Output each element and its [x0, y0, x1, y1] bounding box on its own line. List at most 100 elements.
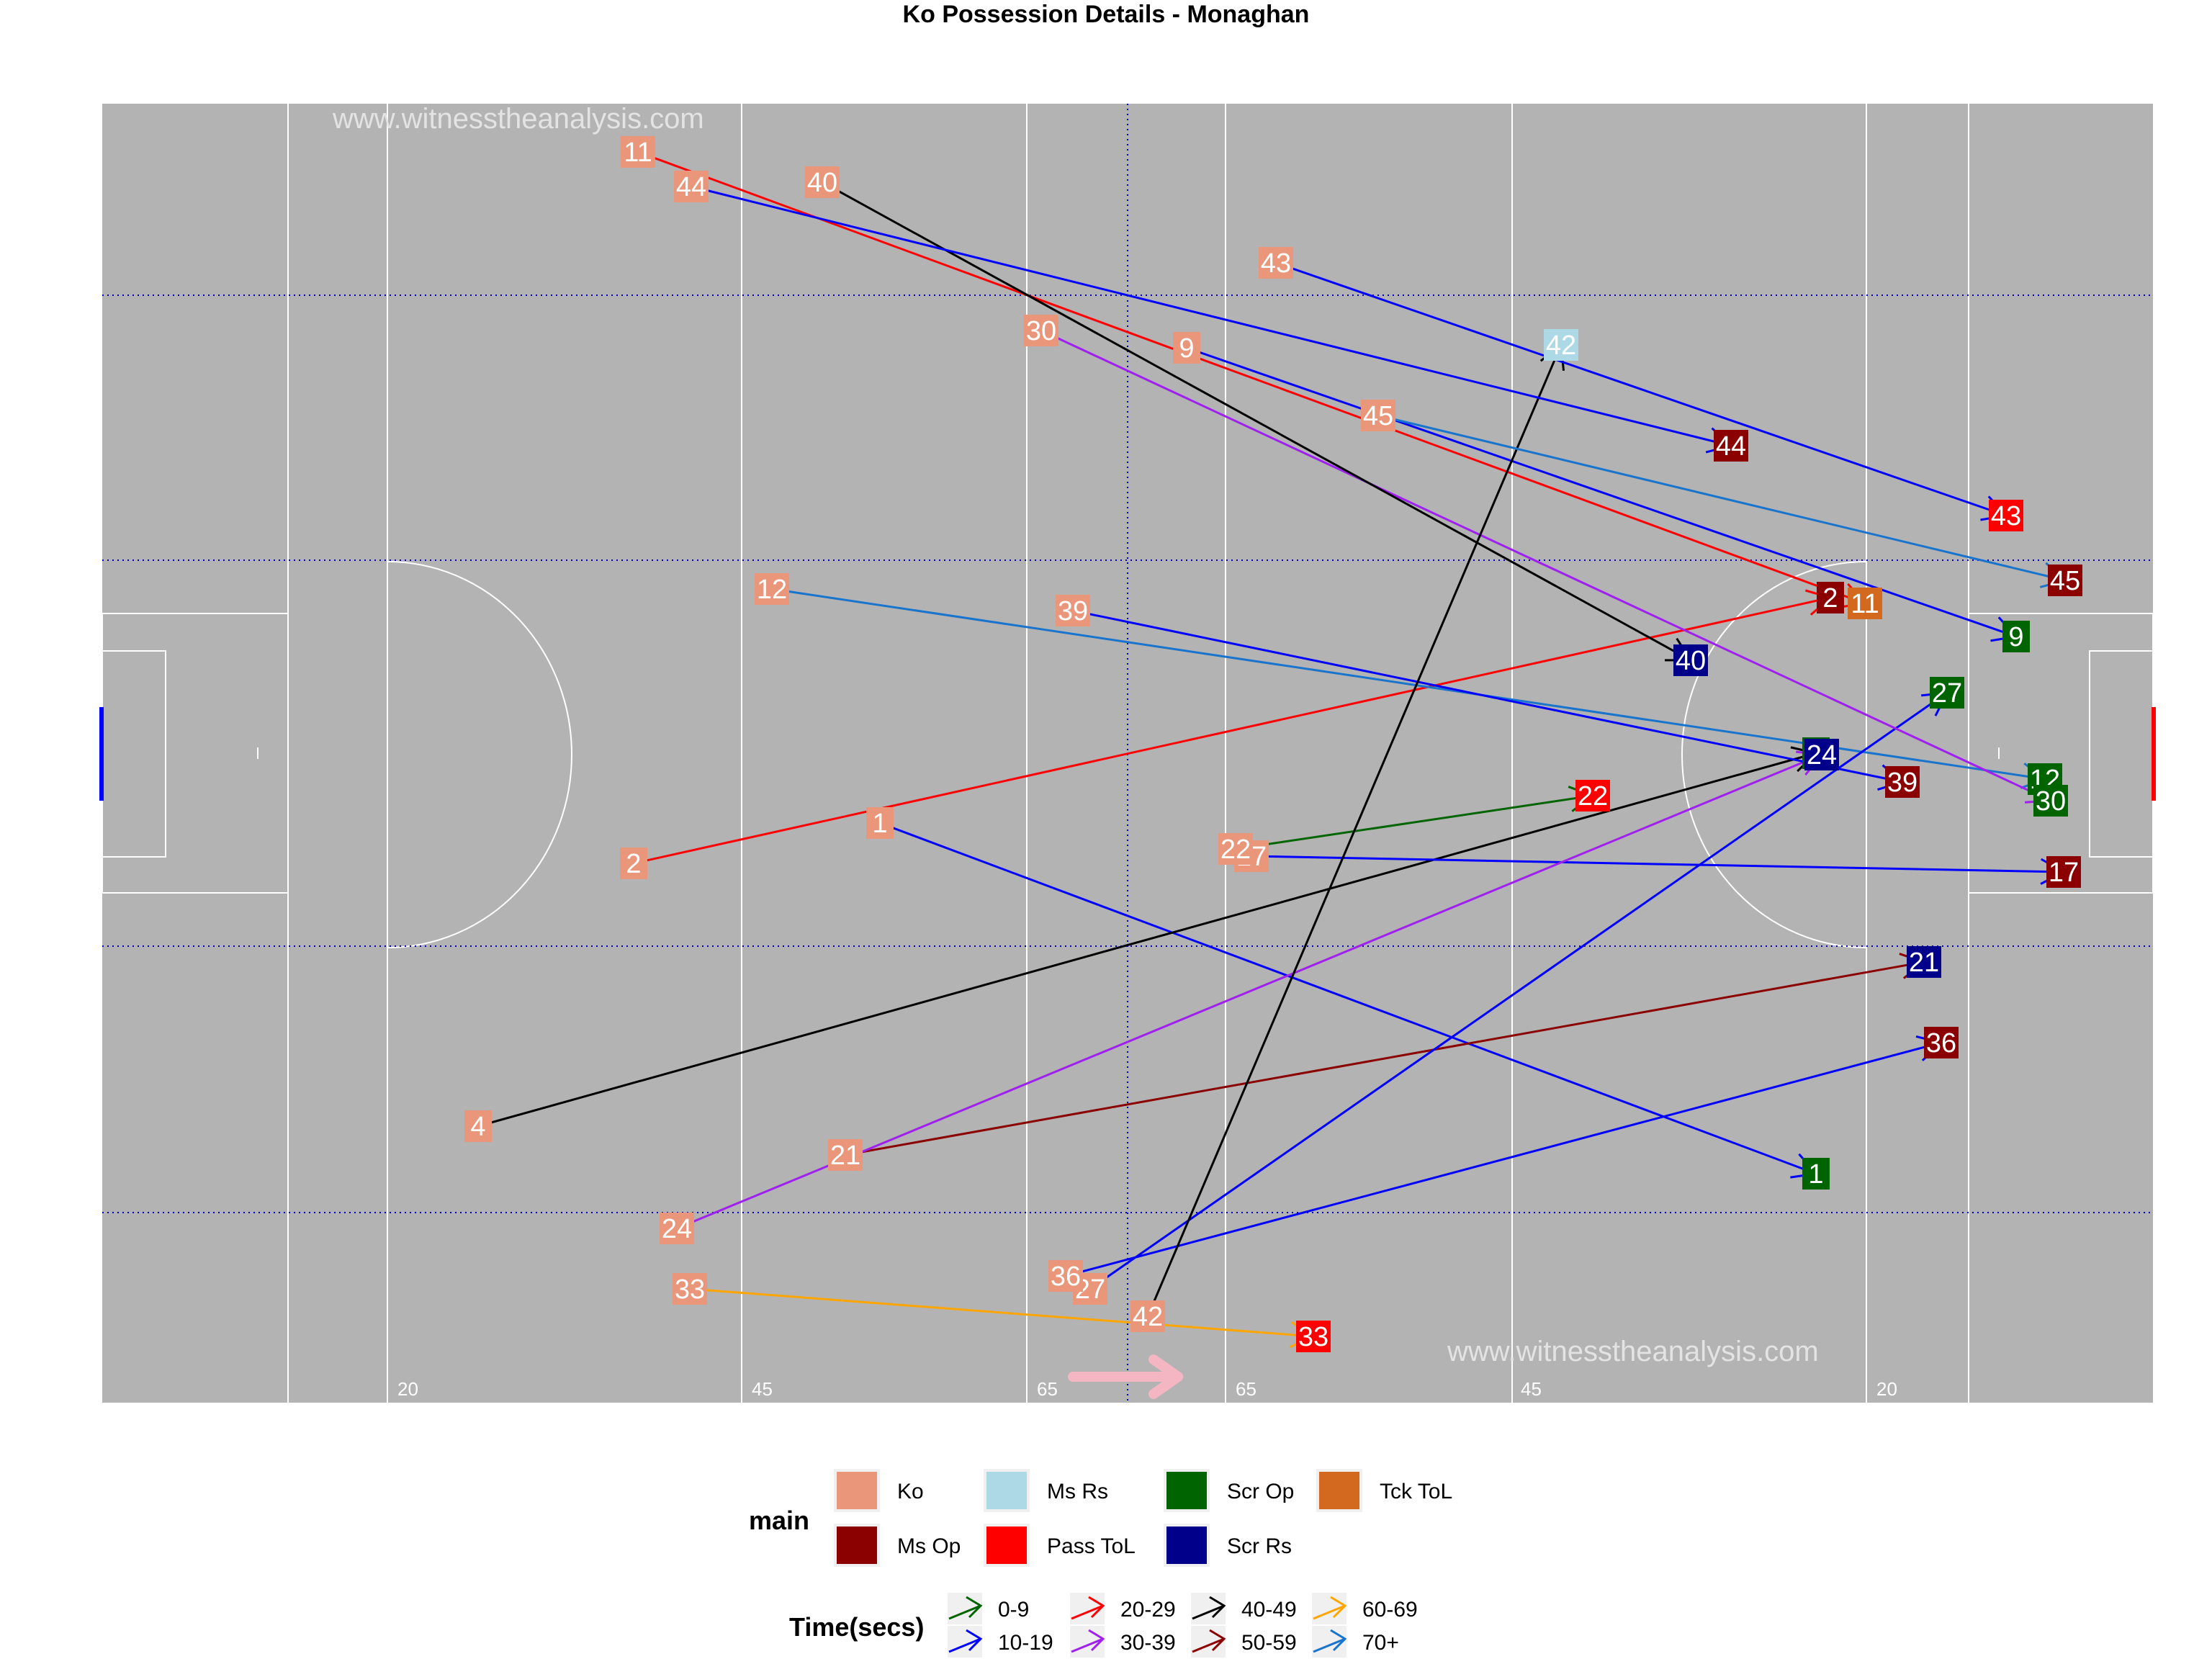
- legend-main-item-scr-op: Scr Op: [1164, 1469, 1294, 1512]
- svg-text:40-49: 40-49: [1241, 1598, 1297, 1622]
- legend-time-item-20-29: 20-29: [1070, 1593, 1176, 1624]
- end-label-17-text: 17: [2049, 858, 2079, 888]
- end-label-9-text: 9: [2008, 622, 2023, 652]
- watermark-bottom: www.witnesstheanalysis.com: [1447, 1336, 1819, 1367]
- start-label-11: 11: [621, 136, 655, 168]
- end-label-27: 27: [1930, 677, 1964, 709]
- end-label-21: 21: [1907, 946, 1941, 978]
- svg-text:20-29: 20-29: [1120, 1598, 1176, 1622]
- start-label-21: 21: [828, 1139, 863, 1171]
- left-goal-marker: [99, 707, 104, 801]
- end-label-45: 45: [2048, 565, 2082, 596]
- svg-text:Ms Op: Ms Op: [897, 1534, 961, 1558]
- legend-main-item-pass-tol: Pass ToL: [984, 1524, 1136, 1567]
- legend-main-item-ko: Ko: [834, 1469, 924, 1512]
- start-label-12: 12: [755, 573, 789, 605]
- svg-text:50-59: 50-59: [1241, 1631, 1297, 1655]
- watermark-top: www.witnesstheanalysis.com: [332, 103, 704, 135]
- start-label-22-text: 22: [1220, 835, 1251, 865]
- start-label-45-text: 45: [1363, 401, 1393, 431]
- legend-time-item-40-49: 40-49: [1191, 1593, 1297, 1624]
- start-label-36: 36: [1048, 1260, 1083, 1292]
- start-label-39: 39: [1056, 595, 1090, 626]
- end-label-39-text: 39: [1887, 768, 1917, 798]
- start-label-45: 45: [1361, 400, 1395, 431]
- chart-title: Ko Possession Details - Monaghan: [902, 1, 1310, 28]
- end-label-36: 36: [1924, 1027, 1959, 1058]
- field-line-label-2: 45: [752, 1378, 773, 1400]
- legend-main-item-ms-rs: Ms Rs: [984, 1469, 1108, 1512]
- legend-main-item-tck-tol: Tck ToL: [1316, 1469, 1452, 1512]
- start-label-1: 1: [866, 807, 894, 839]
- end-label-36-text: 36: [1926, 1028, 1956, 1058]
- end-label-44-text: 44: [1716, 431, 1746, 462]
- end-label-30: 30: [2033, 785, 2068, 817]
- end-label-42: 42: [1544, 329, 1578, 361]
- svg-text:Tck ToL: Tck ToL: [1380, 1480, 1452, 1503]
- start-label-2-text: 2: [626, 849, 641, 879]
- svg-text:Scr Op: Scr Op: [1227, 1480, 1294, 1503]
- start-label-4-text: 4: [470, 1112, 485, 1142]
- field-line-labels: 20 45 65 65 45 20: [397, 1378, 1897, 1400]
- end-label-9: 9: [2002, 621, 2030, 652]
- end-labels: 124911121721222427303336394042434445: [1296, 329, 2082, 1352]
- legend-time: Time(secs) 0-9 10-19 20-29 30-39 40-49 50-59 60…: [789, 1593, 1418, 1658]
- end-label-42-text: 42: [1546, 331, 1576, 361]
- end-label-39: 39: [1885, 766, 1920, 798]
- start-label-2: 2: [620, 848, 647, 879]
- end-label-11-text: 11: [1851, 589, 1879, 619]
- legend-main-item-ms-op: Ms Op: [834, 1524, 961, 1567]
- svg-text:30-39: 30-39: [1120, 1631, 1176, 1655]
- end-label-24-text: 24: [1807, 740, 1837, 770]
- legend-time-item-70plus: 70+: [1312, 1626, 1399, 1658]
- right-goal-marker: [2152, 707, 2156, 801]
- start-label-22: 22: [1218, 833, 1253, 865]
- start-label-30: 30: [1024, 315, 1058, 346]
- svg-text:Scr Rs: Scr Rs: [1227, 1534, 1292, 1558]
- field-line-label-3: 65: [1037, 1378, 1058, 1400]
- field-line-label-4: 65: [1236, 1378, 1256, 1400]
- legend-time-item-60-69: 60-69: [1312, 1593, 1418, 1624]
- end-label-43-text: 43: [1991, 501, 2021, 531]
- end-label-33: 33: [1296, 1321, 1331, 1352]
- svg-text:60-69: 60-69: [1362, 1598, 1418, 1622]
- legend-main-item-scr-rs: Scr Rs: [1164, 1524, 1292, 1567]
- start-label-12-text: 12: [757, 575, 787, 605]
- start-label-43: 43: [1259, 247, 1293, 279]
- start-label-21-text: 21: [830, 1141, 860, 1171]
- legend-main: main Ko Ms Op Ms Rs Pass ToL Scr Op Scr Rs Tck …: [749, 1469, 1452, 1567]
- field-line-label-1: 20: [397, 1378, 418, 1400]
- end-label-40-text: 40: [1676, 646, 1706, 676]
- field-line-label-5: 45: [1521, 1378, 1542, 1400]
- end-label-22-text: 22: [1578, 781, 1608, 811]
- start-label-9-text: 9: [1179, 333, 1194, 364]
- start-labels: 124911121721222427303336394042434445: [464, 136, 1395, 1332]
- svg-text:70+: 70+: [1362, 1631, 1399, 1655]
- start-label-40-text: 40: [807, 168, 837, 198]
- end-label-1-text: 1: [1808, 1159, 1823, 1190]
- end-label-1: 1: [1802, 1158, 1830, 1190]
- start-label-36-text: 36: [1051, 1262, 1081, 1292]
- guide-lines: [102, 104, 2153, 1403]
- start-label-44: 44: [674, 171, 709, 202]
- end-label-2-text: 2: [1822, 583, 1838, 613]
- end-label-21-text: 21: [1909, 948, 1939, 978]
- start-label-4: 4: [464, 1110, 492, 1142]
- end-label-40: 40: [1673, 644, 1708, 676]
- possession-labels: 1249111217212224273033363940424344451249…: [464, 136, 2082, 1352]
- start-label-24-text: 24: [662, 1214, 692, 1244]
- start-label-33-text: 33: [675, 1274, 705, 1305]
- legend-time-item-10-19: 10-19: [948, 1626, 1053, 1658]
- legend-main-title: main: [749, 1506, 809, 1535]
- end-label-22: 22: [1575, 780, 1610, 811]
- end-label-30-text: 30: [2036, 786, 2066, 817]
- start-label-33: 33: [673, 1273, 707, 1305]
- start-label-40: 40: [805, 166, 840, 198]
- legend-time-item-0-9: 0-9: [948, 1593, 1029, 1624]
- end-label-2: 2: [1817, 582, 1844, 613]
- end-label-17: 17: [2046, 856, 2081, 888]
- svg-text:Pass ToL: Pass ToL: [1047, 1534, 1136, 1558]
- legend-time-item-50-59: 50-59: [1191, 1626, 1297, 1658]
- start-label-42-text: 42: [1133, 1302, 1163, 1332]
